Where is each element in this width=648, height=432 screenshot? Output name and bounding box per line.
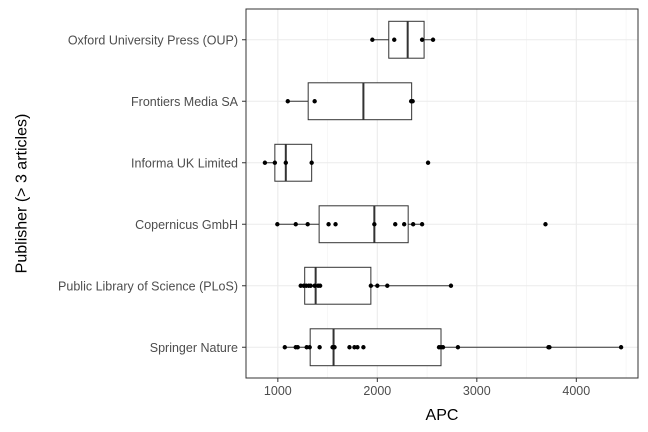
data-point — [448, 283, 454, 288]
x-axis-title: APC — [426, 407, 459, 424]
y-tick-label: Public Library of Science (PLoS) — [58, 279, 238, 293]
data-point — [317, 283, 323, 288]
data-point — [410, 222, 416, 227]
x-tick-label: 2000 — [363, 384, 391, 398]
box — [307, 82, 413, 121]
data-point — [312, 283, 317, 288]
data-point — [347, 345, 352, 350]
data-point — [293, 222, 298, 227]
data-point — [305, 222, 310, 227]
data-point — [368, 283, 374, 288]
data-point — [419, 37, 425, 42]
data-point — [410, 99, 415, 104]
x-tick-label: 3000 — [463, 384, 491, 398]
axis-layer: 1000 2000 3000 4000 Oxford University Press … — [58, 33, 590, 398]
data-point — [385, 283, 390, 288]
box — [309, 328, 442, 367]
data-point — [312, 99, 317, 104]
data-point — [370, 37, 375, 42]
data-point — [283, 160, 288, 165]
data-point — [372, 222, 377, 227]
data-point — [295, 345, 300, 350]
data-point — [309, 160, 314, 165]
data-point — [361, 345, 366, 350]
data-point — [393, 222, 398, 227]
y-tick-label: Springer Nature — [150, 341, 238, 355]
data-point — [355, 345, 360, 350]
y-tick-label: Informa UK Limited — [131, 156, 238, 170]
y-axis-title: Publisher (> 3 articles) — [14, 114, 31, 274]
data-point — [285, 99, 290, 104]
data-point — [332, 345, 337, 350]
data-point — [618, 345, 624, 350]
data-point — [307, 345, 312, 350]
point-layer — [262, 37, 624, 350]
data-point — [430, 37, 436, 42]
y-tick-label: Oxford University Press (OUP) — [68, 33, 238, 47]
y-tick-label: Copernicus GmbH — [135, 218, 238, 232]
data-point — [262, 160, 268, 165]
data-point — [401, 222, 407, 227]
data-point — [455, 345, 461, 350]
x-tick-label: 4000 — [562, 384, 590, 398]
data-point — [308, 283, 313, 288]
box-layer — [264, 20, 622, 367]
data-point — [317, 345, 322, 350]
box — [274, 143, 313, 182]
data-point — [326, 222, 331, 227]
data-point — [275, 222, 280, 227]
data-point — [425, 160, 431, 165]
y-tick-label: Frontiers Media SA — [131, 95, 239, 109]
data-point — [392, 37, 397, 42]
data-point — [547, 345, 552, 350]
plot-panel-border — [245, 8, 639, 379]
data-point — [333, 222, 338, 227]
data-point — [440, 345, 446, 350]
data-point — [375, 283, 380, 288]
data-point — [282, 345, 288, 350]
data-point — [419, 222, 425, 227]
data-point — [543, 222, 548, 227]
x-tick-label: 1000 — [264, 384, 292, 398]
data-point — [272, 160, 278, 165]
